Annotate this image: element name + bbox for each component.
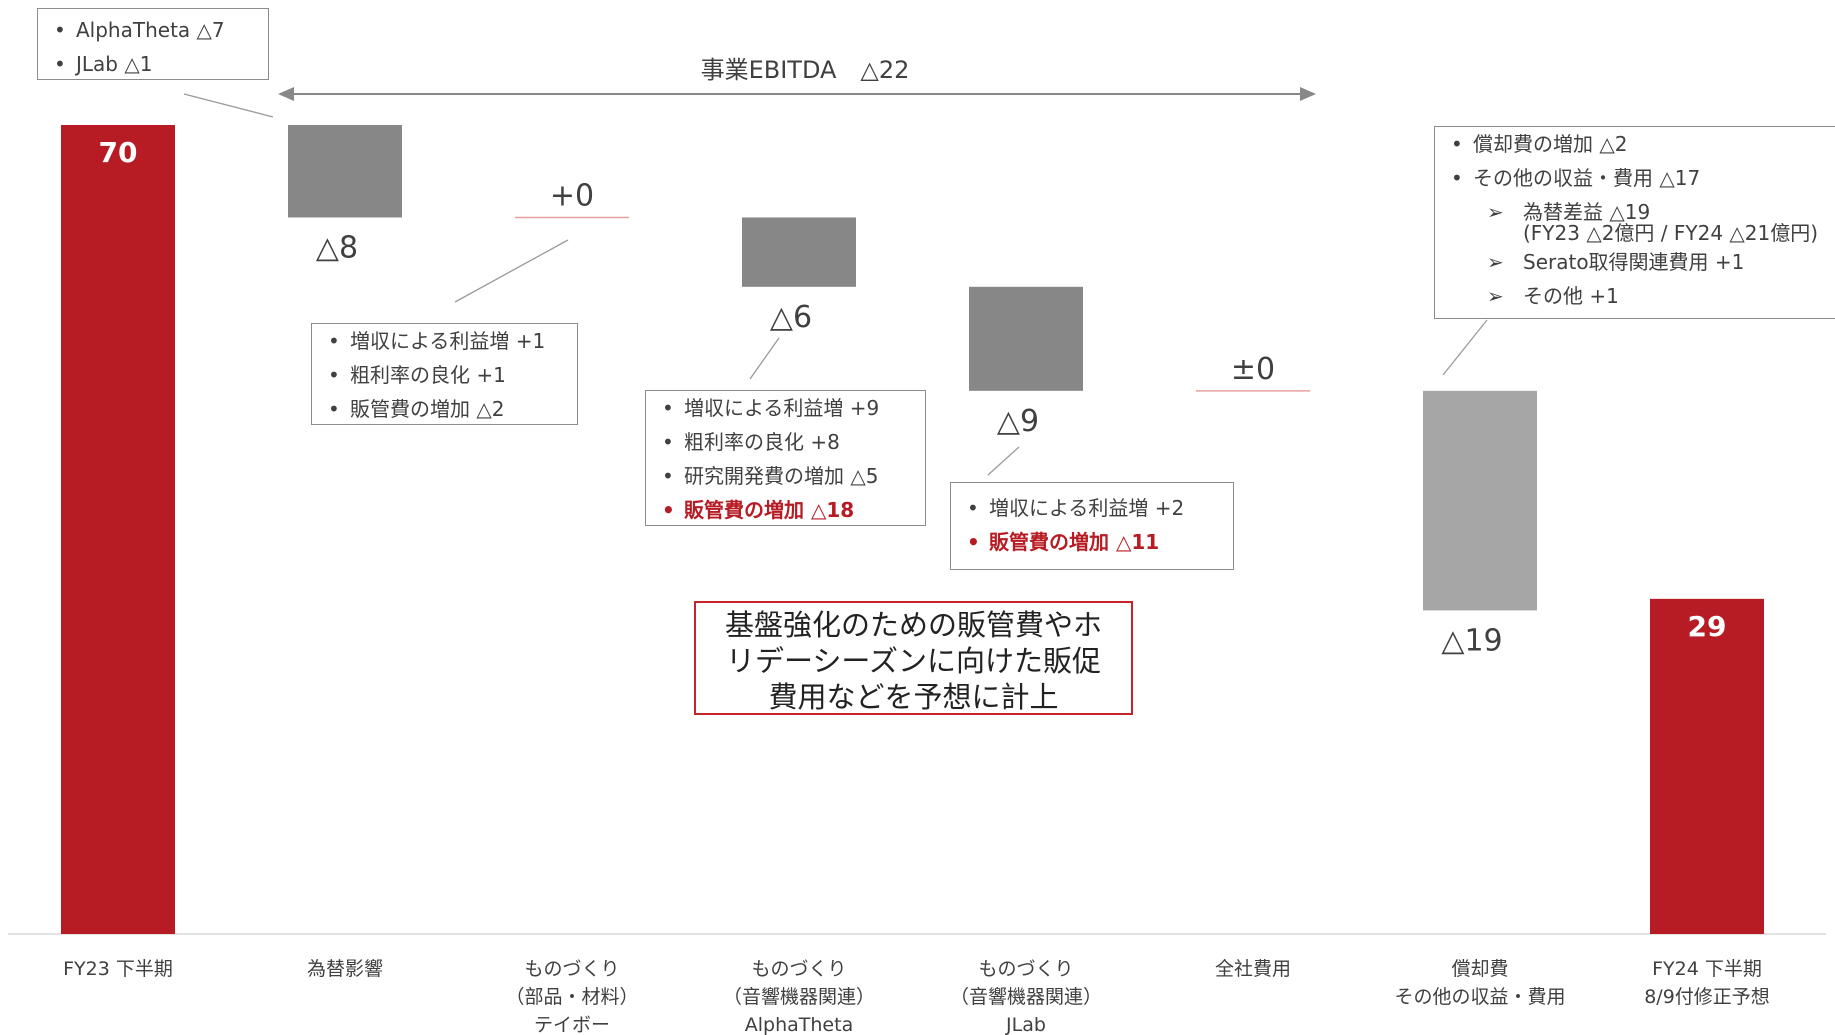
delta-bar [969,286,1083,391]
total-bar [1650,598,1764,934]
bar-value-label: △8 [316,230,358,265]
alphatheta-breakdown-text: 販管費の増加 △18 [684,498,855,522]
teibo-breakdown-item: • 販管費の増加 △2 [328,397,505,421]
other-breakdown-text: その他の収益・費用 △17 [1473,166,1701,190]
alphatheta-breakdown-item: • 増収による利益増 +9 [662,396,880,420]
other-breakdown-text: 償却費の増加 △2 [1473,132,1628,156]
category-label: ものづくり [751,958,846,980]
leader-line [1442,319,1488,376]
category-label: ものづくり [978,958,1073,980]
other-breakdown-subtext: 為替差益 △19 [1523,200,1651,224]
jlab-breakdown-item: • 増収による利益増 +2 [967,496,1185,520]
bar-value-label: 29 [1688,610,1727,643]
jlab-breakdown-text: 販管費の増加 △11 [989,530,1160,554]
delta-bar [1423,390,1537,611]
jlab-breakdown-text: 増収による利益増 +2 [989,496,1185,520]
category-label: （音響機器関連） [950,986,1102,1008]
category-label: ものづくり [524,958,619,980]
callout-line: 費用などを予想に計上 [768,680,1059,714]
bar-value-label: △6 [770,300,812,335]
category-label: 全社費用 [1215,958,1291,980]
leader-line [987,446,1020,476]
category-label: FY24 下半期 [1652,958,1762,980]
teibo-breakdown-box: • 増収による利益増 +1 • 粗利率の良化 +1 • 販管費の増加 △2 [311,323,578,425]
alphatheta-breakdown-box: • 増収による利益増 +9 • 粗利率の良化 +8 • 研究開発費の増加 △5 • 販管… [645,390,926,526]
fx-breakdown-item: • AlphaTheta △7 [54,18,225,42]
teibo-breakdown-text: 販管費の増加 △2 [350,397,505,421]
other-breakdown-subtext: その他 +1 [1523,284,1619,308]
other-breakdown-subitem: ➢ その他 +1 [1451,279,1835,313]
callout-line: リデーシーズンに向けた販促 [726,644,1101,678]
bar-value-label: △19 [1441,623,1502,658]
bar-value-label: +0 [550,178,594,213]
other-breakdown-item: • 償却費の増加 △2 [1451,132,1628,156]
leader-line [749,337,780,380]
bar-value-label: 70 [99,136,138,169]
arrow-left-icon [278,87,294,101]
fx-breakdown-text: AlphaTheta △7 [76,18,225,42]
category-label: その他の収益・費用 [1394,986,1565,1008]
ebitda-bracket-label: 事業EBITDA △22 [701,56,910,84]
fx-breakdown-text: JLab △1 [76,52,153,76]
category-label: 為替影響 [307,958,383,980]
alphatheta-breakdown-text: 研究開発費の増加 △5 [684,464,879,488]
bar-value-label: ±0 [1231,352,1275,387]
fx-breakdown-item: • JLab △1 [54,52,153,76]
alphatheta-breakdown-item: • 粗利率の良化 +8 [662,430,840,454]
total-bar [61,125,175,934]
arrow-bullet-icon: ➢ [1487,250,1504,274]
category-label: JLab [1005,1014,1046,1035]
callout-line: 基盤強化のための販管費やホ [724,608,1102,642]
other-breakdown-subtext: Serato取得関連費用 +1 [1523,250,1745,274]
other-breakdown-subitem: ➢ Serato取得関連費用 +1 [1451,245,1835,279]
delta-bar [288,125,402,218]
jlab-breakdown-box: • 増収による利益増 +2 • 販管費の増加 △11 [950,482,1234,570]
leader-line [454,239,569,303]
teibo-breakdown-item: • 粗利率の良化 +1 [328,363,506,387]
other-breakdown-subitem-detail: (FY23 △2億円 / FY24 △21億円) [1523,221,1819,245]
category-label: （部品・材料） [505,986,638,1008]
delta-bar [742,217,856,287]
category-label: 償却費 [1451,958,1508,980]
category-label: テイボー [534,1014,610,1035]
teibo-breakdown-item: • 増収による利益増 +1 [328,329,546,353]
other-breakdown-subitem: ➢ 為替差益 △19 [1451,195,1835,229]
alphatheta-breakdown-text: 粗利率の良化 +8 [684,430,840,454]
other-breakdown-box: • 償却費の増加 △2 • その他の収益・費用 △17 ➢ 為替差益 △19 (FY2… [1434,126,1835,319]
teibo-breakdown-text: 増収による利益増 +1 [350,329,546,353]
category-label: 8/9付修正予想 [1644,986,1770,1008]
jlab-breakdown-item-emphasis: • 販管費の増加 △11 [967,530,1160,554]
alphatheta-breakdown-item-emphasis: • 販管費の増加 △18 [662,498,855,522]
other-breakdown-item: • その他の収益・費用 △17 [1451,166,1701,190]
alphatheta-breakdown-item: • 研究開発費の増加 △5 [662,464,879,488]
fx-breakdown-box: • AlphaTheta △7 • JLab △1 [37,8,269,80]
sga-callout-box: 基盤強化のための販管費やホ リデーシーズンに向けた販促 費用などを予想に計上 [694,601,1133,715]
category-label: （音響機器関連） [723,986,875,1008]
arrow-bullet-icon: ➢ [1487,284,1504,308]
teibo-breakdown-text: 粗利率の良化 +1 [350,363,506,387]
arrow-right-icon [1300,87,1316,101]
bar-value-label: △9 [997,404,1039,439]
category-label: AlphaTheta [745,1014,853,1035]
arrow-bullet-icon: ➢ [1487,200,1504,224]
alphatheta-breakdown-text: 増収による利益増 +9 [684,396,880,420]
category-label: FY23 下半期 [63,958,173,980]
leader-line [183,93,274,118]
